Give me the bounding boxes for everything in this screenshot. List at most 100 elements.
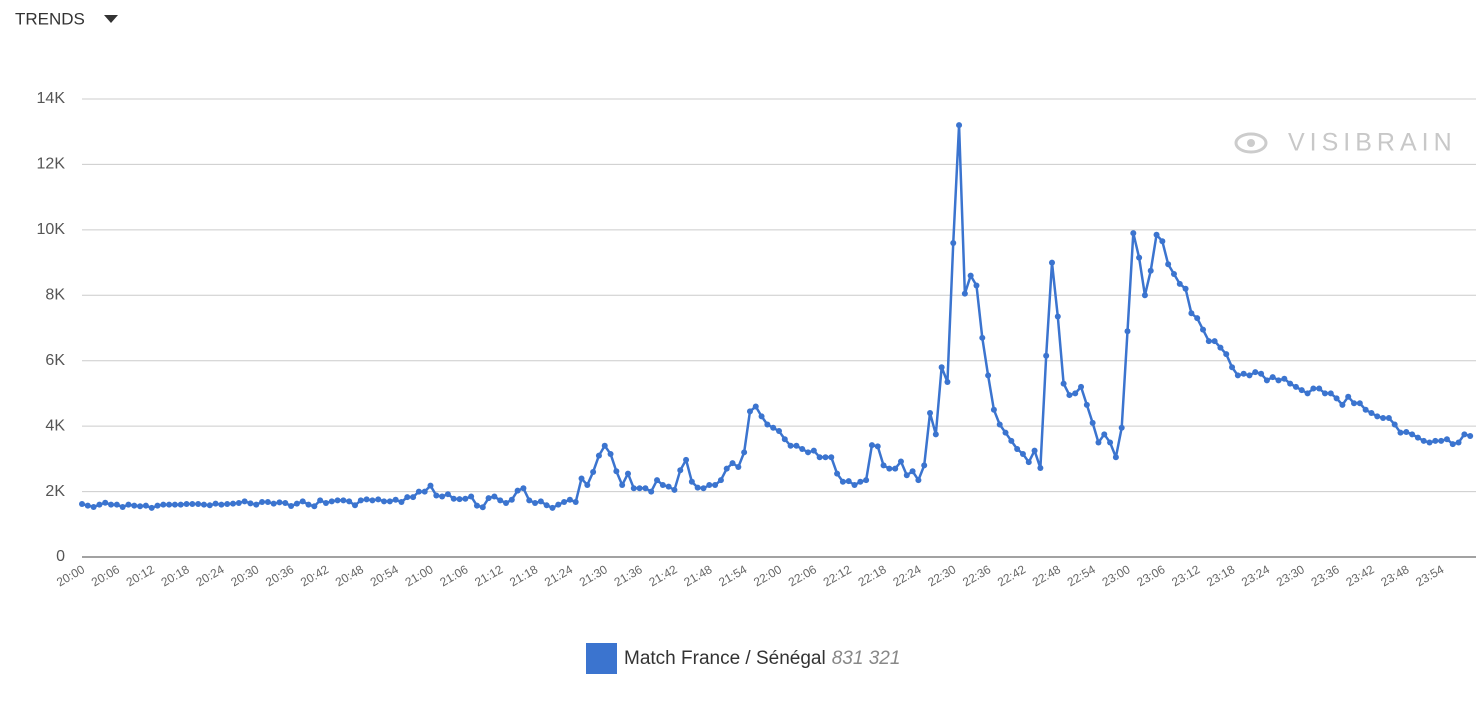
data-point xyxy=(706,482,713,489)
y-tick-label: 8K xyxy=(45,287,65,304)
data-point xyxy=(1252,369,1259,376)
data-point xyxy=(1054,313,1061,320)
data-point xyxy=(1048,259,1055,266)
data-point xyxy=(1321,390,1328,397)
data-point xyxy=(84,502,91,509)
data-point xyxy=(595,452,602,459)
data-point xyxy=(253,501,260,508)
data-point xyxy=(1443,436,1450,443)
data-point xyxy=(1368,410,1375,417)
data-point xyxy=(241,498,248,505)
data-point xyxy=(1200,326,1207,333)
data-point xyxy=(1258,370,1265,377)
data-point xyxy=(1019,450,1026,457)
data-point xyxy=(828,454,835,461)
data-point xyxy=(1397,429,1404,436)
data-point xyxy=(224,501,231,508)
data-point xyxy=(1089,419,1096,426)
data-point xyxy=(770,424,777,431)
data-point xyxy=(259,499,266,506)
y-tick-label: 12K xyxy=(37,156,66,173)
data-point xyxy=(741,449,748,456)
data-point xyxy=(1037,465,1044,472)
data-point xyxy=(439,493,446,500)
x-tick-label: 22:18 xyxy=(856,562,889,589)
data-point xyxy=(839,478,846,485)
data-point xyxy=(247,500,254,507)
data-point xyxy=(897,458,904,465)
x-tick-label: 22:24 xyxy=(890,562,923,589)
data-point xyxy=(346,498,353,505)
data-point xyxy=(1205,338,1212,345)
data-point xyxy=(1234,372,1241,379)
data-point xyxy=(1269,374,1276,381)
data-point xyxy=(154,502,161,509)
data-point xyxy=(1275,377,1282,384)
y-tick-label: 0 xyxy=(56,548,65,565)
data-point xyxy=(892,465,899,472)
section-title[interactable]: TRENDS xyxy=(15,9,85,28)
data-point xyxy=(125,501,132,508)
data-point xyxy=(1194,315,1201,322)
data-point xyxy=(1333,395,1340,402)
data-point xyxy=(781,436,788,443)
data-point xyxy=(1118,424,1125,431)
x-tick-label: 22:48 xyxy=(1030,562,1063,589)
data-point xyxy=(177,501,184,508)
x-tick-label: 22:06 xyxy=(786,562,819,589)
x-tick-label: 21:24 xyxy=(542,562,575,589)
x-tick-label: 20:06 xyxy=(89,562,122,589)
data-point xyxy=(1356,400,1363,407)
data-point xyxy=(270,500,277,507)
data-point xyxy=(996,421,1003,428)
y-tick-label: 10K xyxy=(37,221,66,238)
data-point xyxy=(537,498,544,505)
data-point xyxy=(1339,401,1346,408)
data-point xyxy=(648,488,655,495)
data-point xyxy=(1229,364,1236,371)
data-point xyxy=(1246,372,1253,379)
x-tick-label: 23:48 xyxy=(1378,562,1411,589)
x-tick-label: 20:18 xyxy=(159,562,192,589)
data-point xyxy=(160,501,167,508)
data-point xyxy=(758,413,765,420)
data-point xyxy=(357,497,364,504)
data-point xyxy=(816,454,823,461)
data-point xyxy=(932,431,939,438)
data-point xyxy=(79,501,85,508)
data-point xyxy=(1130,230,1137,237)
y-tick-label: 14K xyxy=(37,90,66,107)
data-point xyxy=(1345,393,1352,400)
data-point xyxy=(433,492,440,499)
data-point xyxy=(456,496,463,503)
data-point xyxy=(1455,439,1462,446)
x-tick-label: 21:30 xyxy=(577,562,610,589)
data-point xyxy=(1310,385,1317,392)
x-tick-label: 22:12 xyxy=(821,562,854,589)
data-point xyxy=(1374,413,1381,420)
data-point xyxy=(1217,344,1224,351)
dropdown-arrow[interactable] xyxy=(104,15,118,23)
data-point xyxy=(874,443,881,450)
data-point xyxy=(735,464,742,471)
data-point xyxy=(1438,437,1445,444)
data-point xyxy=(1467,432,1474,439)
data-point xyxy=(421,488,428,495)
data-point xyxy=(601,442,608,449)
x-tick-label: 23:54 xyxy=(1413,562,1446,589)
data-point xyxy=(677,467,684,474)
data-point xyxy=(700,485,707,492)
data-point xyxy=(694,484,701,491)
data-point xyxy=(305,501,312,508)
data-point xyxy=(398,499,405,506)
data-point xyxy=(1124,328,1131,335)
x-tick-label: 23:36 xyxy=(1309,562,1342,589)
data-point xyxy=(909,468,916,475)
data-point xyxy=(363,496,370,503)
data-point xyxy=(503,500,510,507)
data-point xyxy=(607,450,614,457)
x-tick-label: 22:54 xyxy=(1065,562,1098,589)
data-point xyxy=(851,482,858,489)
data-point xyxy=(1182,285,1189,292)
data-point xyxy=(845,478,852,485)
